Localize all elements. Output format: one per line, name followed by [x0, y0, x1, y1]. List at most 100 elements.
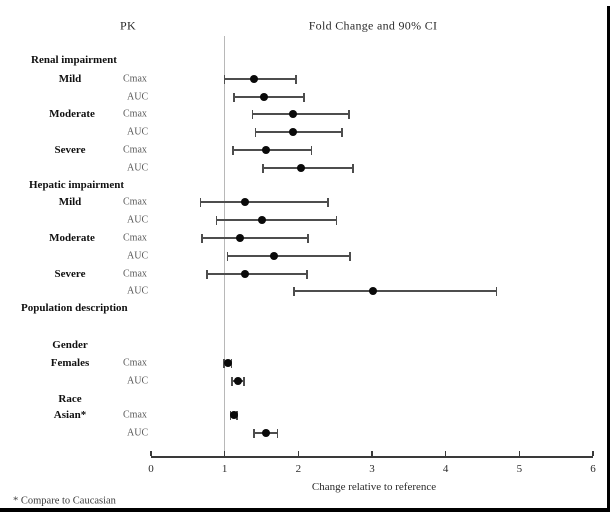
- ci-line: [255, 131, 342, 133]
- ci-cap-right: [348, 109, 350, 119]
- ci-line: [206, 273, 308, 275]
- x-axis-tick: [518, 451, 521, 456]
- x-axis-tick: [223, 451, 226, 456]
- group-label-mild: Mild: [58, 73, 82, 85]
- param-label-cmax: Cmax: [123, 73, 147, 85]
- estimate-dot: [250, 75, 259, 83]
- x-axis-tick-label: 3: [369, 463, 375, 475]
- estimate-dot: [240, 270, 249, 278]
- ci-line: [232, 149, 312, 151]
- ci-line: [200, 201, 328, 203]
- column-header-pk: PK: [120, 18, 136, 33]
- param-label-cmax: Cmax: [123, 232, 147, 244]
- group-label-females: Females: [50, 357, 90, 369]
- x-axis-tick: [150, 451, 152, 456]
- estimate-dot: [223, 359, 232, 367]
- ci-cap-left: [215, 215, 218, 225]
- subsection-label-gender: Gender: [52, 339, 88, 351]
- ci-line: [234, 96, 305, 98]
- ci-cap-right: [495, 286, 498, 296]
- ci-cap-right: [243, 376, 245, 386]
- x-axis-tick: [297, 451, 300, 456]
- ci-line: [262, 167, 353, 169]
- x-axis-tick-label: 4: [442, 463, 449, 475]
- ci-cap-right: [295, 74, 297, 84]
- x-axis-tick-label: 2: [295, 463, 302, 475]
- param-label-auc: AUC: [127, 214, 149, 226]
- section-label-renal-impairment: Renal impairment: [31, 54, 117, 66]
- ci-line: [224, 78, 297, 80]
- x-axis-tick: [592, 451, 594, 456]
- ci-cap-left: [223, 74, 226, 84]
- reference-line: [223, 36, 226, 456]
- ci-cap-right: [349, 251, 351, 261]
- param-label-auc: AUC: [127, 250, 149, 262]
- group-label-severe: Severe: [54, 144, 86, 156]
- group-label-mild: Mild: [58, 196, 82, 208]
- ci-cap-left: [262, 163, 264, 173]
- ci-cap-left: [233, 92, 235, 102]
- x-axis-tick: [444, 451, 447, 456]
- ci-cap-right: [310, 145, 313, 155]
- footnote-compare-to-caucasian: * Compare to Caucasian: [13, 495, 116, 507]
- param-label-auc: AUC: [127, 427, 149, 439]
- scan-border-bottom: [0, 508, 610, 512]
- ci-cap-left: [206, 269, 208, 279]
- ci-cap-right: [352, 163, 354, 173]
- ci-cap-right: [341, 127, 343, 137]
- group-label-moderate: Moderate: [49, 108, 95, 120]
- x-axis-tick-label: 6: [590, 463, 596, 475]
- subsection-label-race: Race: [58, 393, 82, 405]
- estimate-dot: [240, 198, 249, 206]
- x-axis-tick-label: 1: [221, 463, 228, 475]
- ci-cap-right: [306, 269, 308, 279]
- ci-cap-left: [251, 109, 254, 119]
- group-label-asian: Asian*: [53, 409, 87, 421]
- ci-line: [293, 290, 497, 292]
- x-axis-line: [151, 456, 593, 458]
- ci-cap-right: [327, 197, 329, 207]
- x-axis-tick-label: 0: [148, 463, 154, 475]
- param-label-cmax: Cmax: [123, 357, 147, 369]
- ci-line: [201, 237, 308, 239]
- scan-border-right: [607, 6, 610, 512]
- param-label-cmax: Cmax: [123, 144, 147, 156]
- ci-cap-right: [307, 233, 309, 243]
- ci-cap-left: [254, 127, 257, 137]
- group-label-severe: Severe: [54, 268, 86, 280]
- param-label-auc: AUC: [127, 126, 149, 138]
- estimate-dot: [270, 252, 279, 260]
- ci-line: [216, 219, 337, 221]
- estimate-dot: [261, 146, 270, 154]
- x-axis-tick-label: 5: [516, 463, 523, 475]
- param-label-cmax: Cmax: [123, 409, 147, 421]
- param-label-auc: AUC: [127, 285, 149, 297]
- estimate-dot: [261, 429, 270, 437]
- ci-line: [252, 113, 350, 115]
- estimate-dot: [296, 164, 305, 172]
- estimate-dot: [289, 128, 298, 136]
- ci-cap-left: [231, 376, 233, 386]
- param-label-cmax: Cmax: [123, 108, 147, 120]
- column-header-fold-change-ci: Fold Change and 90% CI: [308, 18, 438, 33]
- group-label-moderate: Moderate: [49, 232, 95, 244]
- ci-cap-left: [226, 251, 229, 261]
- section-label-hepatic-impairment: Hepatic impairment: [29, 179, 125, 191]
- ci-cap-left: [253, 428, 255, 438]
- param-label-auc: AUC: [127, 91, 149, 103]
- ci-cap-right: [276, 428, 279, 438]
- estimate-dot: [257, 216, 266, 224]
- param-label-auc: AUC: [127, 375, 149, 387]
- x-axis-title: Change relative to reference: [311, 481, 437, 493]
- ci-cap-right: [335, 215, 338, 225]
- estimate-dot: [368, 287, 377, 295]
- ci-cap-left: [201, 233, 203, 243]
- param-label-cmax: Cmax: [123, 268, 147, 280]
- estimate-dot: [236, 234, 245, 242]
- estimate-dot: [230, 411, 239, 419]
- estimate-dot: [233, 377, 242, 385]
- estimate-dot: [289, 110, 298, 118]
- estimate-dot: [259, 93, 268, 101]
- ci-cap-right: [303, 92, 305, 102]
- param-label-auc: AUC: [127, 162, 149, 174]
